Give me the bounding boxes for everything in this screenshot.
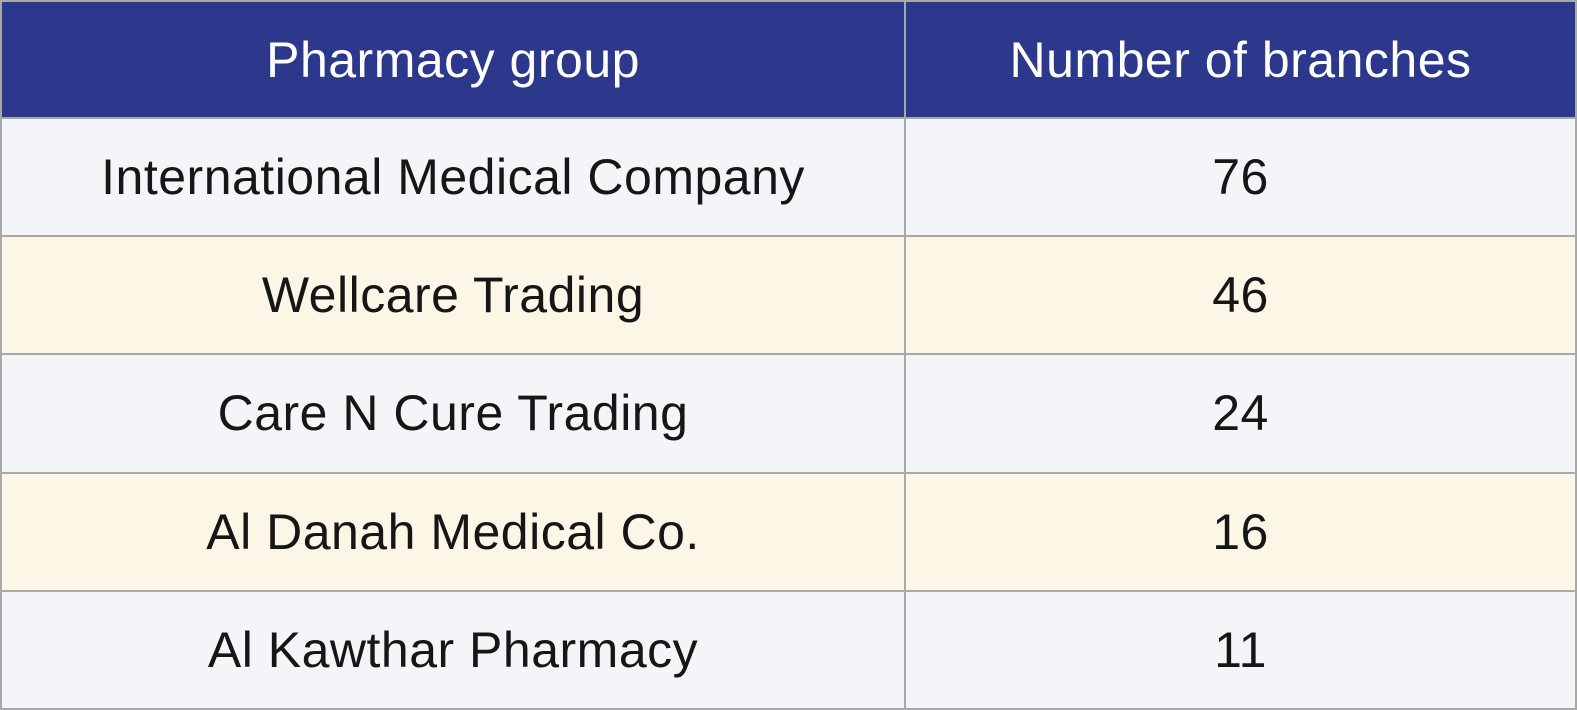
table-row: Al Kawthar Pharmacy 11 bbox=[0, 589, 1577, 710]
header-row: Pharmacy group Number of branches bbox=[0, 0, 1577, 119]
pharmacy-group-cell: International Medical Company bbox=[0, 116, 907, 238]
pharmacy-group-cell: Al Danah Medical Co. bbox=[0, 471, 907, 592]
branch-count-cell: 46 bbox=[904, 235, 1577, 356]
pharmacy-group-cell: Wellcare Trading bbox=[0, 235, 907, 356]
pharmacy-group-cell: Al Kawthar Pharmacy bbox=[0, 589, 907, 710]
table-row: Care N Cure Trading 24 bbox=[0, 353, 1577, 474]
header-pharmacy-group: Pharmacy group bbox=[0, 0, 907, 119]
branch-count-cell: 11 bbox=[904, 589, 1577, 710]
branch-count-cell: 76 bbox=[904, 116, 1577, 238]
table-row: Wellcare Trading 46 bbox=[0, 235, 1577, 356]
table-body: International Medical Company 76 Wellcar… bbox=[0, 116, 1577, 710]
table-row: Al Danah Medical Co. 16 bbox=[0, 471, 1577, 592]
pharmacy-group-cell: Care N Cure Trading bbox=[0, 353, 907, 474]
header-number-of-branches: Number of branches bbox=[904, 0, 1577, 119]
branch-count-cell: 16 bbox=[904, 471, 1577, 592]
table-row: International Medical Company 76 bbox=[0, 116, 1577, 238]
branch-count-cell: 24 bbox=[904, 353, 1577, 474]
table-header: Pharmacy group Number of branches bbox=[0, 0, 1577, 119]
